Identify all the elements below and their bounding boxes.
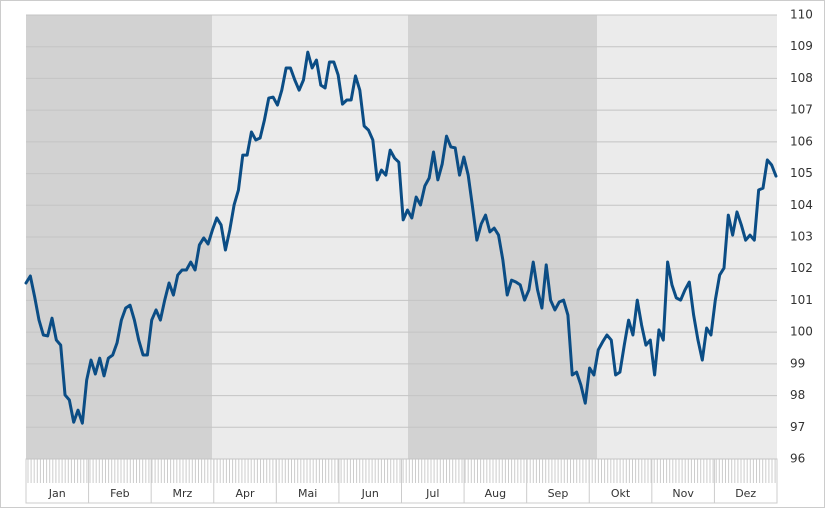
y-tick-label: 108 (790, 71, 813, 85)
y-tick-label: 107 (790, 103, 813, 117)
x-tick-label: Dez (735, 487, 756, 500)
y-tick-label: 105 (790, 166, 813, 180)
x-tick-label: Mrz (173, 487, 193, 500)
y-tick-label: 100 (790, 325, 813, 339)
x-tick-label: Jan (48, 487, 66, 500)
y-tick-label: 103 (790, 230, 813, 244)
y-tick-label: 106 (790, 134, 813, 148)
x-tick-label: Okt (611, 487, 631, 500)
x-tick-label: Aug (485, 487, 506, 500)
y-tick-label: 98 (790, 388, 805, 402)
y-tick-label: 102 (790, 261, 813, 275)
y-tick-label: 99 (790, 356, 805, 370)
x-tick-label: Mai (298, 487, 317, 500)
x-tick-label: Feb (110, 487, 129, 500)
y-tick-label: 97 (790, 420, 805, 434)
x-tick-label: Nov (672, 487, 694, 500)
y-tick-label: 101 (790, 293, 813, 307)
y-tick-label: 110 (790, 8, 813, 22)
x-tick-label: Jul (425, 487, 439, 500)
y-tick-label: 109 (790, 39, 813, 53)
line (24, 50, 778, 425)
x-tick-label: Jun (361, 487, 379, 500)
minor-ticks (27, 459, 776, 483)
x-tick-label: Sep (548, 487, 569, 500)
y-tick-label: 96 (790, 452, 805, 466)
x-tick-label: Apr (236, 487, 256, 500)
y-tick-label: 104 (790, 198, 813, 212)
